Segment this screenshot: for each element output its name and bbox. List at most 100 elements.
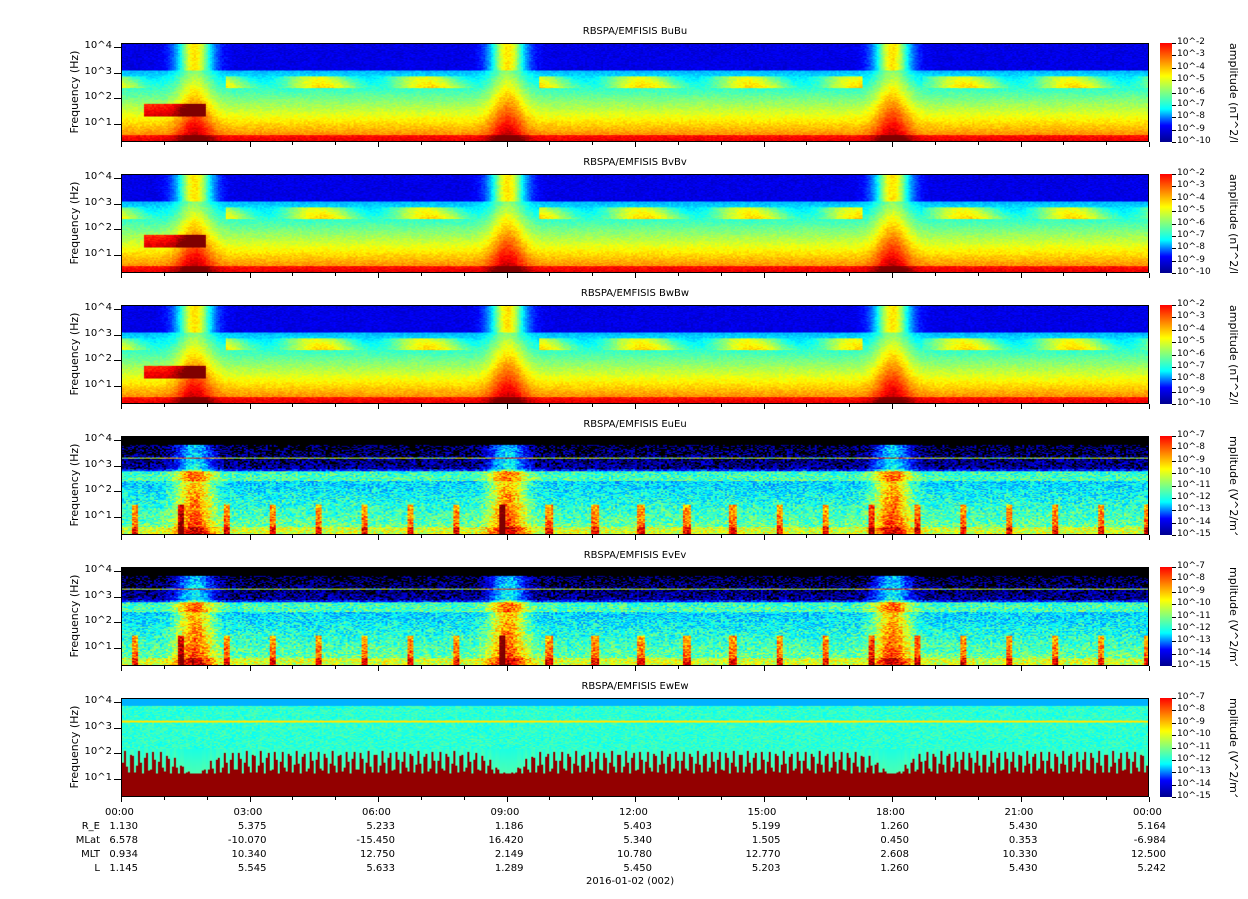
- y-tick-label: 10^3: [84, 589, 112, 601]
- y-tick-label: 10^3: [84, 65, 112, 77]
- y-tick-label: 10^4: [84, 694, 112, 706]
- colorbar-tick-mark: [1172, 404, 1176, 405]
- x-tick-mark: [592, 535, 594, 538]
- x-tick-mark: [378, 666, 379, 671]
- colorbar-tick-label: 10^-13: [1177, 766, 1211, 777]
- x-tick-mark: [463, 273, 465, 276]
- colorbar-tick-label: 10^-8: [1177, 373, 1205, 384]
- spectrogram-heatmap: [122, 44, 1148, 141]
- x-tick-mark: [1063, 273, 1065, 276]
- x-tick-mark: [1149, 273, 1150, 278]
- x-tick-mark: [463, 535, 465, 538]
- x-tick-mark: [677, 666, 679, 669]
- x-tick-mark: [549, 142, 551, 145]
- x-tick-mark: [934, 404, 936, 407]
- colorbar-tick-mark: [1172, 223, 1176, 225]
- x-tick-mark: [549, 273, 551, 276]
- ephemeris-value: 5.340: [623, 835, 652, 846]
- x-tick-mark: [806, 797, 808, 800]
- x-tick-mark: [635, 666, 636, 671]
- y-tick-mark: [114, 622, 121, 624]
- colorbar-tick-label: 10^-7: [1177, 692, 1205, 702]
- x-tick-mark: [292, 273, 294, 276]
- x-tick-mark: [892, 797, 893, 802]
- x-tick-mark: [420, 535, 422, 538]
- ephemeris-value: 5.233: [366, 821, 395, 832]
- x-tick-mark: [635, 535, 636, 540]
- colorbar-tick-label: 10^-10: [1177, 136, 1211, 146]
- colorbar-label: amplitude (nT^2/Hz): [1227, 174, 1240, 273]
- ephemeris-value: 1.186: [494, 821, 524, 832]
- x-tick-mark: [806, 404, 808, 407]
- ephemeris-value: 5.545: [237, 863, 267, 874]
- panel-title: RBSPA/EMFISIS EuEu: [583, 419, 687, 430]
- colorbar-tick-label: 10^-14: [1177, 647, 1211, 658]
- colorbar-tick-mark: [1172, 248, 1176, 250]
- x-tick-mark: [163, 535, 165, 538]
- colorbar-tick-label: 10^-7: [1177, 229, 1205, 240]
- colorbar-tick-mark: [1172, 641, 1176, 643]
- x-tick-mark: [463, 666, 465, 669]
- colorbar-tick-label: 10^-9: [1177, 585, 1205, 596]
- colorbar-tick-mark: [1172, 522, 1176, 524]
- x-tick-mark: [121, 535, 122, 540]
- y-tick-mark: [114, 517, 121, 518]
- x-tick-mark: [506, 535, 508, 540]
- colorbar-tick-label: 10^-4: [1177, 323, 1205, 334]
- colorbar-tick-mark: [1172, 448, 1176, 450]
- x-tick-mark: [1106, 142, 1108, 145]
- spectrogram-plot: [121, 174, 1149, 273]
- x-tick-mark: [378, 404, 379, 409]
- spectrogram-heatmap: [122, 568, 1148, 665]
- ephemeris-value: 1.505: [751, 835, 781, 846]
- x-tick-mark: [1020, 797, 1022, 802]
- x-tick-mark: [249, 142, 251, 147]
- ephemeris-value: 5.430: [1008, 863, 1038, 874]
- colorbar-tick-label: 10^-10: [1177, 267, 1211, 277]
- x-tick-mark: [1149, 797, 1150, 802]
- x-tick-mark: [463, 797, 465, 800]
- x-tick-mark: [934, 535, 936, 538]
- x-tick-mark: [806, 142, 808, 145]
- x-tick-mark: [292, 142, 294, 145]
- x-tick-mark: [763, 142, 765, 147]
- x-tick-mark: [763, 535, 765, 540]
- colorbar-tick-label: 10^-8: [1177, 442, 1205, 453]
- x-tick-label: 12:00: [619, 807, 648, 818]
- x-tick-mark: [506, 142, 508, 147]
- colorbar-tick-label: 10^-12: [1177, 622, 1211, 633]
- x-tick-mark: [420, 666, 422, 669]
- y-tick-label: 10^2: [84, 615, 112, 627]
- x-tick-mark: [506, 404, 508, 409]
- colorbar-tick-mark: [1172, 186, 1176, 188]
- colorbar-tick-label: 10^-6: [1177, 86, 1205, 97]
- x-tick-mark: [121, 404, 122, 409]
- colorbar-tick-label: 10^-5: [1177, 74, 1205, 85]
- colorbar-tick-mark: [1172, 666, 1176, 667]
- x-tick-mark: [292, 666, 294, 669]
- x-tick-mark: [677, 142, 679, 145]
- y-tick-mark: [114, 229, 121, 231]
- ephemeris-value: -10.070: [227, 835, 267, 846]
- x-tick-mark: [1020, 535, 1022, 540]
- x-tick-mark: [592, 142, 594, 145]
- x-tick-mark: [977, 666, 979, 669]
- x-tick-mark: [549, 666, 551, 669]
- colorbar-tick-label: 10^-11: [1177, 610, 1211, 621]
- colorbar-tick-label: 10^-15: [1177, 791, 1211, 801]
- x-tick-mark: [378, 142, 379, 147]
- colorbar-tick-mark: [1172, 142, 1176, 143]
- colorbar-label: amplitude (nT^2/Hz): [1227, 43, 1240, 142]
- colorbar-tick-label: 10^-7: [1177, 430, 1205, 440]
- colorbar-tick-label: 10^-9: [1177, 385, 1205, 396]
- x-tick-mark: [549, 404, 551, 407]
- x-tick-mark: [849, 142, 851, 145]
- x-tick-mark: [677, 535, 679, 538]
- y-tick-label: 10^1: [84, 641, 112, 652]
- colorbar-tick-mark: [1172, 784, 1176, 786]
- colorbar-tick-label: 10^-8: [1177, 573, 1205, 584]
- colorbar-tick-mark: [1172, 305, 1176, 306]
- colorbar-tick-label: 10^-7: [1177, 98, 1205, 109]
- x-tick-mark: [1020, 142, 1022, 147]
- colorbar-tick-mark: [1172, 104, 1176, 106]
